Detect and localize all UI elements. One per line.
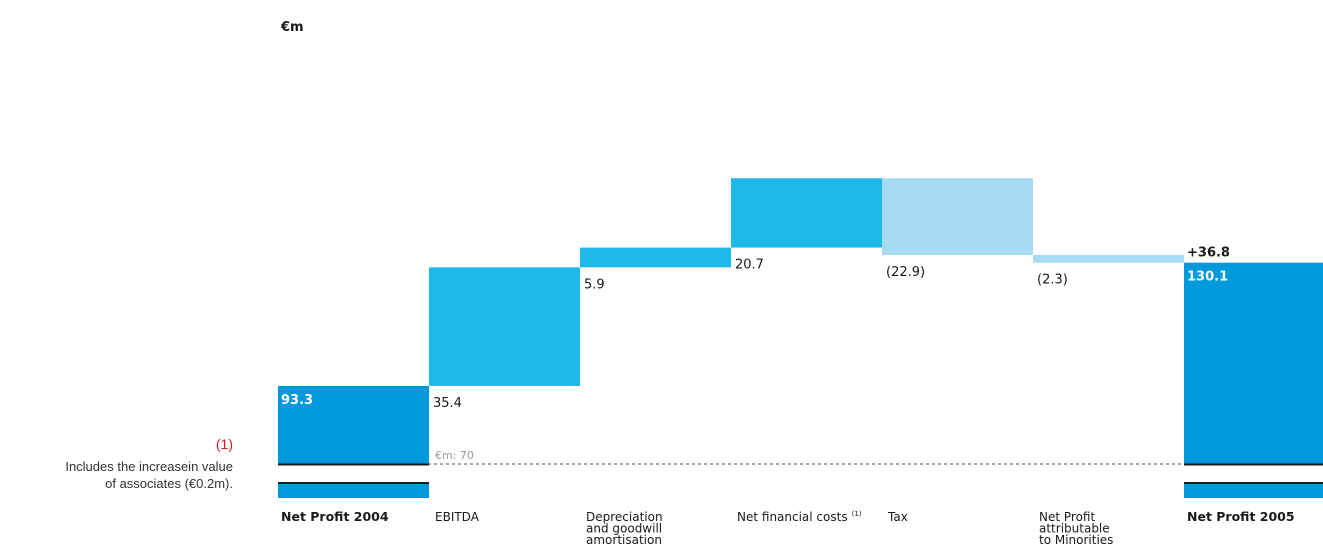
bar-0: [278, 385, 429, 464]
bar-3: [731, 178, 882, 248]
value-label-5: (2.3): [1037, 273, 1068, 288]
total-stub-0: [278, 482, 429, 498]
bar-6: [1184, 262, 1323, 464]
total-stub-6: [1184, 482, 1323, 498]
total-change-label: +36.8: [1187, 246, 1230, 261]
bar-5: [1033, 254, 1184, 263]
value-labels-group: 93.3 35.4 5.9 20.7 (22.9) (2.3) 130.1 +36.8 €m: …: [281, 246, 1230, 462]
category-label-0-line-0: Net Profit 2004: [281, 509, 389, 524]
category-label-2-line-2: amortisation: [586, 533, 662, 547]
bar-2: [580, 247, 731, 268]
footnote-number: (1): [215, 436, 233, 452]
bar-1: [429, 267, 580, 386]
category-label-1-line-0: EBITDA: [435, 510, 480, 524]
category-label-5-line-1: attributable: [1039, 522, 1110, 536]
category-label-2-line-0: Depreciation: [586, 510, 663, 524]
value-label-0: 93.3: [281, 393, 313, 408]
bars-group: [278, 178, 1323, 498]
footnote-text: Includes the increasein value of associa…: [0, 458, 233, 492]
footnote-line-2: of associates (€0.2m).: [105, 476, 233, 491]
category-label-2-line-1: and goodwill: [586, 522, 662, 536]
category-label-5-line-0: Net Profit: [1039, 510, 1095, 524]
value-label-6: 130.1: [1187, 270, 1228, 285]
baseline-label: €m: 70: [435, 449, 474, 462]
unit-label: €m: [280, 20, 304, 35]
bar-4: [882, 178, 1033, 255]
category-label-3-line-0: Net financial costs (1): [737, 510, 862, 524]
value-label-3: 20.7: [735, 258, 764, 273]
footnote-line-1: Includes the increasein value: [65, 459, 233, 474]
value-label-1: 35.4: [433, 396, 462, 411]
category-label-5-line-2: to Minorities: [1039, 533, 1113, 547]
category-label-6-line-0: Net Profit 2005: [1187, 509, 1295, 524]
value-label-4: (22.9): [886, 265, 925, 280]
value-label-2: 5.9: [584, 277, 605, 292]
category-label-4-line-0: Tax: [887, 510, 908, 524]
